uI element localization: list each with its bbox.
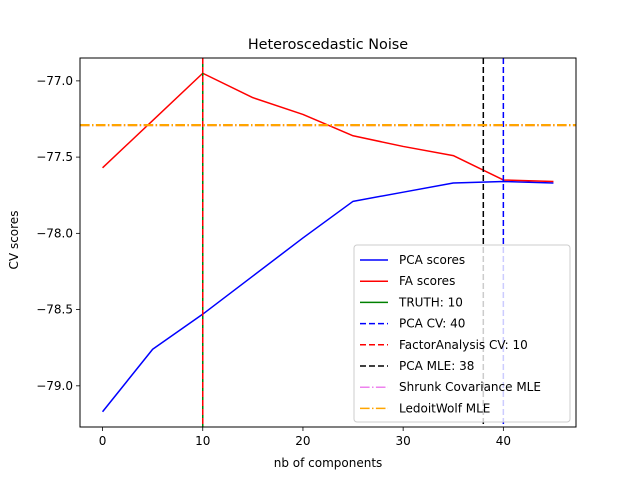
axes-frame — [79, 57, 577, 428]
y-axis-label: CV scores — [7, 211, 21, 270]
plot-area — [80, 58, 576, 427]
chart-title: Heteroscedastic Noise — [248, 37, 408, 53]
plot-lines — [80, 58, 576, 427]
legend-label-5: FactorAnalysis CV: 10 — [399, 338, 528, 352]
x-tick-label-3: 20 — [295, 434, 310, 448]
legend-box — [353, 244, 571, 423]
legend-label-2: FA scores — [399, 274, 455, 288]
legend-label-7: Shrunk Covariance MLE — [399, 380, 541, 394]
legend-label-3: TRUTH: 10 — [398, 295, 463, 309]
x-axis-label: nb of components — [274, 456, 383, 470]
legend-label-8: LedoitWolf MLE — [399, 401, 490, 415]
y-tick-label-3: −78.0 — [36, 226, 73, 240]
y-tick-label-1: −79.0 — [36, 379, 73, 393]
x-tick-label-5: 40 — [496, 434, 511, 448]
x-tick-label-1: 0 — [99, 434, 107, 448]
series-line-1 — [101, 180, 554, 413]
legend: PCA scores FA scores TRUTH: 10 PCA CV: 40 Fa… — [353, 244, 571, 423]
x-tick-label-2: 10 — [195, 434, 210, 448]
legend-label-6: PCA MLE: 38 — [399, 359, 474, 373]
y-tick-label-5: −77.0 — [36, 74, 73, 88]
axis-ticks: 0 10 20 30 40 −79.0 −78.5 −78.0 −77.5 −77.0 — [36, 74, 511, 448]
x-tick-label-4: 30 — [396, 434, 411, 448]
legend-label-1: PCA scores — [399, 253, 465, 267]
legend-label-4: PCA CV: 40 — [399, 317, 465, 331]
y-tick-label-4: −77.5 — [36, 150, 73, 164]
y-tick-label-2: −78.5 — [36, 303, 73, 317]
